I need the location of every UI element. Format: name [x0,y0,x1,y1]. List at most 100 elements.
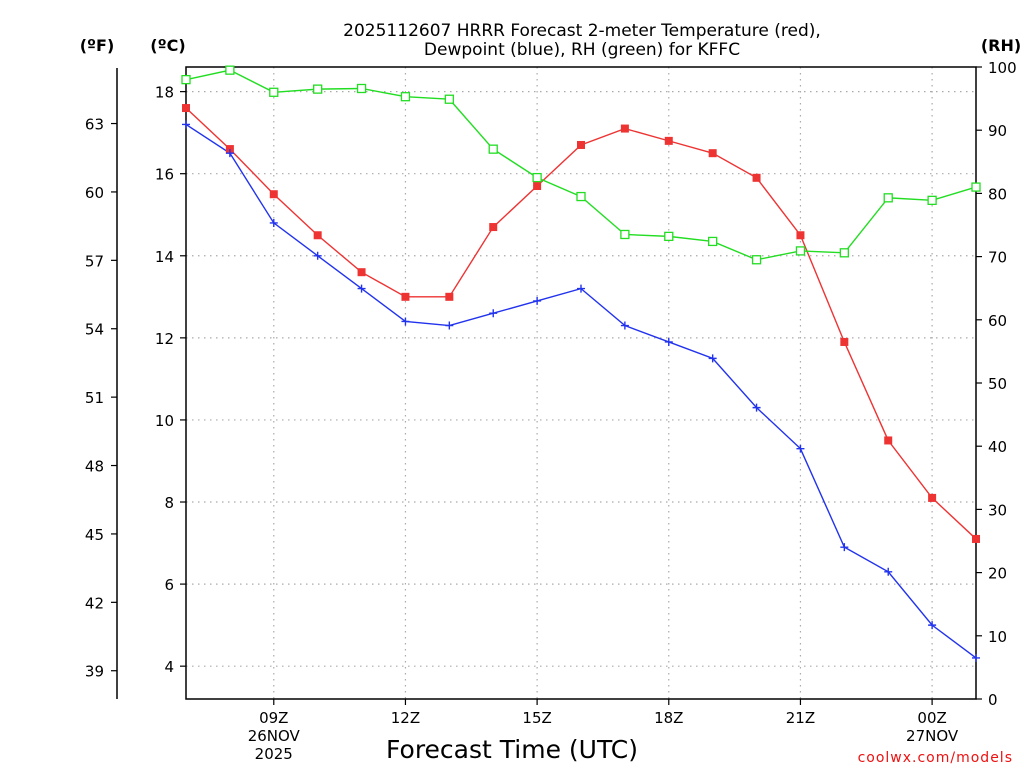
rh-point [620,229,630,240]
dewpoint-point [225,149,234,158]
rh-tick-label: 30 [988,501,1007,519]
temperature-point [357,268,366,277]
celsius-unit-label: (ºC) [150,36,185,55]
dewpoint-point [972,653,980,662]
plot-frame [185,66,977,700]
fahrenheit-tick-label: 39 [85,663,104,681]
temperature-point [313,231,322,240]
temperature-point [445,292,454,301]
x-tick-label: 27NOV [906,727,959,745]
temperature-point [577,140,585,149]
celsius-tick-label: 8 [164,494,174,512]
x-tick-label: 2025 [255,745,293,763]
temperature-point [664,136,673,145]
temperature-point [620,124,629,133]
celsius-tick-label: 6 [164,576,174,594]
x-tick-label: 00Z [917,709,946,727]
celsius-tick-label: 10 [155,412,174,430]
celsius-tick-label: 12 [155,330,174,348]
dewpoint-point [489,309,498,318]
chart-title-line-1: 2025112607 HRRR Forecast 2-meter Tempera… [343,21,821,41]
rh-point [313,84,323,94]
chart-title-line-2: Dewpoint (blue), RH (green) for KFFC [424,40,740,60]
temperature-point [269,190,278,199]
fahrenheit-tick-label: 42 [85,594,104,612]
axes: 4 6 8 10 12 14 16 18 39 42 45 48 51 54 57 60 63 0 10 20 30 40… [85,59,1017,763]
dewpoint-point [533,296,542,305]
temperature-point [752,173,761,182]
rh-point [576,191,586,202]
temperature-point [533,182,542,191]
dewpoint-series-line [185,123,977,659]
dewpoint-point [884,567,893,576]
rh-tick-label: 20 [988,565,1007,583]
x-tick-label: 21Z [786,709,815,727]
rh-point [751,255,762,265]
celsius-tick-label: 14 [155,248,174,266]
rh-tick-label: 50 [988,375,1007,393]
dewpoint-point [664,337,673,346]
fahrenheit-tick-label: 48 [85,458,104,476]
rh-point [839,248,849,258]
rh-point [356,83,367,94]
temperature-point [840,337,849,346]
fahrenheit-tick-label: 60 [85,184,104,202]
dewpoint-point [708,354,717,363]
rh-tick-label: 70 [988,249,1007,267]
rh-tick-label: 100 [988,59,1017,77]
temperature-point [489,223,498,232]
dewpoint-point [620,321,629,330]
rh-point [488,144,498,154]
rh-tick-label: 90 [988,122,1007,140]
x-tick-label: 15Z [522,709,551,727]
celsius-tick-label: 16 [155,166,174,184]
fahrenheit-tick-label: 51 [85,389,104,407]
celsius-tick-label: 4 [164,658,174,676]
fahrenheit-unit-label: (ºF) [80,36,115,55]
rh-series-line [185,69,977,261]
rh-tick-label: 80 [988,185,1007,203]
temperature-series-line [185,107,977,540]
temperature-point [182,104,190,113]
rh-point [971,182,981,192]
temperature-point [928,493,937,502]
rh-point [181,74,191,85]
x-tick-label: 26NOV [248,727,301,745]
dewpoint-point [445,321,454,330]
series-markers [181,65,981,662]
x-tick-label: 09Z [259,709,288,727]
x-tick-label: 12Z [391,709,420,727]
x-tick-label: 18Z [654,709,683,727]
gridlines [186,67,976,699]
dewpoint-point [313,251,322,260]
rh-point [664,231,674,242]
dewpoint-point [357,284,366,293]
temperature-point [884,436,893,445]
dewpoint-point [840,543,849,552]
fahrenheit-tick-label: 45 [85,526,104,544]
temperature-point [708,149,717,158]
fahrenheit-tick-label: 63 [85,116,104,134]
rh-point [444,94,454,104]
rh-unit-label: (RH) [981,36,1021,55]
rh-tick-label: 40 [988,438,1007,456]
credit-text: coolwx.com/models [858,750,1013,766]
x-axis-label: Forecast Time (UTC) [386,735,638,764]
series-lines [185,69,977,659]
fahrenheit-tick-label: 54 [85,321,104,339]
celsius-tick-label: 18 [155,84,174,102]
rh-tick-label: 0 [988,691,998,709]
rh-tick-label: 10 [988,628,1007,646]
dewpoint-point [928,621,937,630]
temperature-point [796,231,805,240]
dewpoint-point [796,444,805,453]
temperature-point [972,534,980,543]
rh-tick-label: 60 [988,312,1007,330]
dewpoint-point [269,218,278,227]
rh-point [225,65,235,75]
dewpoint-point [577,284,585,293]
temperature-point [225,145,234,154]
dewpoint-point [752,403,761,412]
rh-point [269,87,279,97]
